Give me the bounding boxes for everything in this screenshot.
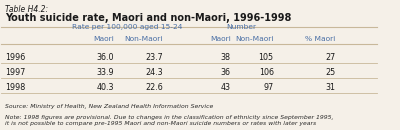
Text: 36: 36: [220, 68, 230, 77]
Text: Table H4.2:: Table H4.2:: [5, 5, 48, 14]
Text: 33.9: 33.9: [96, 68, 114, 77]
Text: Rate per 100,000 aged 15-24: Rate per 100,000 aged 15-24: [72, 24, 182, 30]
Text: Number: Number: [226, 24, 256, 30]
Text: 105: 105: [258, 53, 274, 62]
Text: Non-Maori: Non-Maori: [235, 36, 274, 42]
Text: Maori: Maori: [210, 36, 230, 42]
Text: % Maori: % Maori: [306, 36, 336, 42]
Text: Maori: Maori: [93, 36, 114, 42]
Text: 25: 25: [326, 68, 336, 77]
Text: 24.3: 24.3: [145, 68, 163, 77]
Text: 1996: 1996: [5, 53, 25, 62]
Text: 36.0: 36.0: [96, 53, 114, 62]
Text: 31: 31: [326, 83, 336, 92]
Text: Source: Ministry of Health, New Zealand Health Information Service: Source: Ministry of Health, New Zealand …: [5, 104, 213, 109]
Text: Note: 1998 figures are provisional. Due to changes in the classification of ethn: Note: 1998 figures are provisional. Due …: [5, 115, 334, 126]
Text: 1998: 1998: [5, 83, 25, 92]
Text: 97: 97: [264, 83, 274, 92]
Text: 43: 43: [220, 83, 230, 92]
Text: 27: 27: [326, 53, 336, 62]
Text: 22.6: 22.6: [145, 83, 163, 92]
Text: 1997: 1997: [5, 68, 26, 77]
Text: 106: 106: [259, 68, 274, 77]
Text: 38: 38: [220, 53, 230, 62]
Text: 23.7: 23.7: [145, 53, 163, 62]
Text: Non-Maori: Non-Maori: [124, 36, 163, 42]
Text: 40.3: 40.3: [96, 83, 114, 92]
Text: Youth suicide rate, Maori and non-Maori, 1996-1998: Youth suicide rate, Maori and non-Maori,…: [5, 13, 292, 23]
